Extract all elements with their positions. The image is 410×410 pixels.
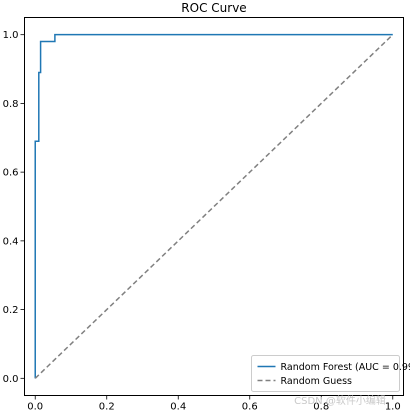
y-tick-label: 0.0 [3,374,19,385]
y-tick-label: 0.4 [3,236,19,247]
legend-box [251,355,400,392]
x-tick-label: 0.2 [99,402,115,410]
y-axis: 0.0 0.2 0.4 0.6 0.8 1.0 [3,30,25,385]
watermark: CSDN @软件小编辑 [294,394,386,407]
legend-label: Random Forest (AUC = 0.99) [281,362,410,373]
x-tick-label: 0.0 [27,402,43,410]
chart-title: ROC Curve [181,1,246,15]
y-tick-label: 0.2 [3,305,19,316]
legend-label: Random Guess [281,376,353,387]
x-tick-label: 0.4 [170,402,186,410]
plot-frame [24,17,404,396]
x-axis: 0.0 0.2 0.4 0.6 0.8 1.0 [27,395,401,410]
series-line-random-guess [34,34,394,379]
legend: Random Forest (AUC = 0.99) Random Guess [251,355,410,392]
x-tick-label: 1.0 [385,402,401,410]
y-tick-label: 0.6 [3,168,19,179]
series-line-random-forest [34,33,393,379]
series-layer [34,33,394,379]
y-tick-label: 1.0 [3,30,19,41]
y-tick-label: 0.8 [3,99,19,110]
x-tick-label: 0.6 [242,402,258,410]
x-tick-label: 0.8 [313,402,329,410]
